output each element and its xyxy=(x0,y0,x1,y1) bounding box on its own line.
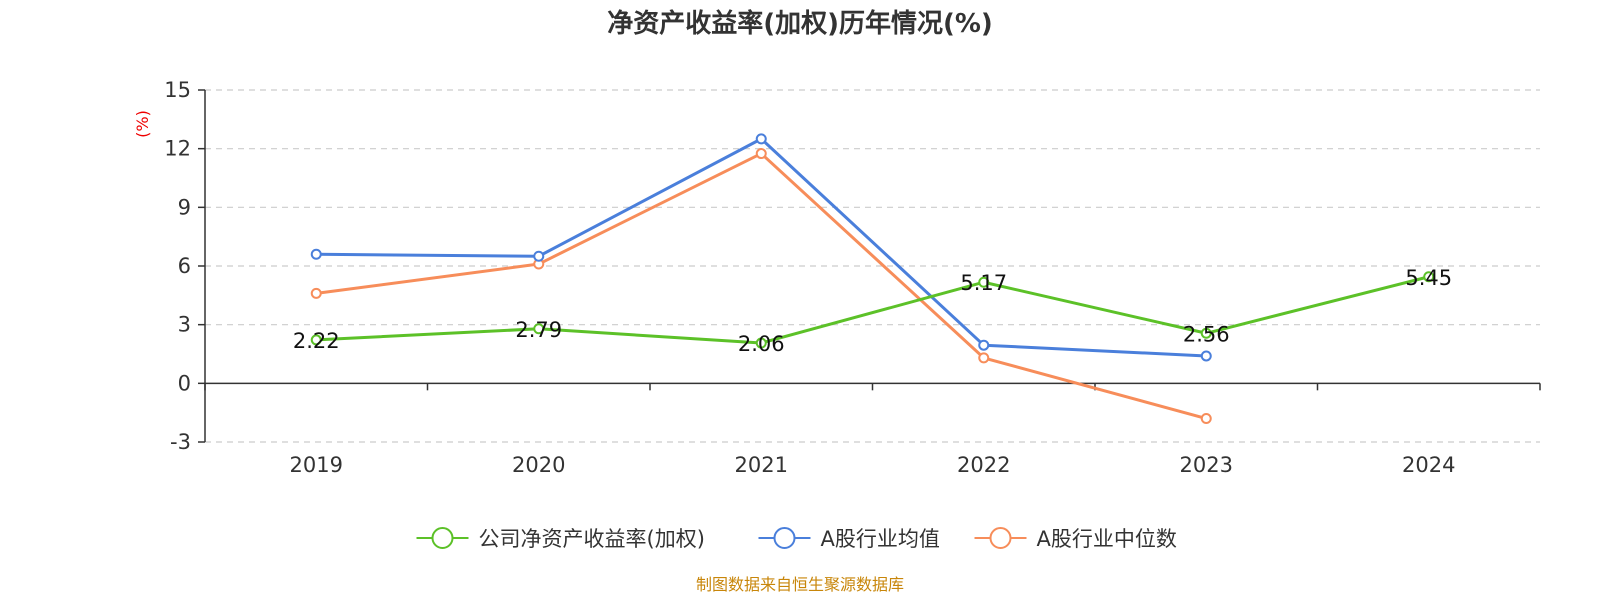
y-tick-label: 9 xyxy=(178,195,191,219)
data-label: 5.45 xyxy=(1405,266,1452,290)
x-tick-label: 2019 xyxy=(290,453,343,477)
legend: 公司净资产收益率(加权) A股行业均值 A股行业中位数 xyxy=(416,527,1177,551)
x-tick-label: 2023 xyxy=(1180,453,1233,477)
series-line xyxy=(316,152,1207,420)
y-tick-label: -3 xyxy=(170,430,191,454)
legend-label: A股行业均值 xyxy=(821,527,940,551)
series-layer xyxy=(310,133,1435,425)
y-tick-label: 12 xyxy=(164,137,191,161)
data-point xyxy=(978,352,990,364)
grid-lines xyxy=(205,89,1540,443)
data-point xyxy=(755,148,767,160)
legend-item-2: A股行业中位数 xyxy=(974,527,1177,551)
legend-swatch-marker xyxy=(989,527,1012,549)
series-0 xyxy=(310,271,1435,349)
legend-swatch-marker xyxy=(773,527,796,549)
legend-label: 公司净资产收益率(加权) xyxy=(479,527,705,551)
data-label: 5.17 xyxy=(960,271,1007,295)
data-label: 2.22 xyxy=(293,329,340,353)
y-tick-label: 15 xyxy=(164,78,191,102)
data-point xyxy=(978,339,990,351)
data-label: 2.79 xyxy=(515,318,562,342)
data-label: 2.06 xyxy=(738,332,785,356)
data-labels: 2.22 2.79 2.06 5.17 2.56 5.45 xyxy=(293,266,1452,356)
data-point xyxy=(310,334,322,346)
data-point xyxy=(310,248,322,260)
y-axis-ticks: -3 0 3 6 9 12 15 xyxy=(164,78,205,454)
data-point xyxy=(533,323,545,335)
data-label: 2.56 xyxy=(1183,322,1230,346)
y-tick-label: 3 xyxy=(178,313,191,337)
x-tick-label: 2020 xyxy=(512,453,565,477)
data-point xyxy=(533,250,545,262)
series-line xyxy=(316,137,1207,358)
data-point xyxy=(755,133,767,145)
data-point xyxy=(1200,327,1212,339)
legend-item-0: 公司净资产收益率(加权) xyxy=(416,527,705,551)
y-tick-label: 6 xyxy=(178,254,191,278)
data-point xyxy=(310,287,322,299)
data-point xyxy=(755,337,767,349)
x-tick-label: 2022 xyxy=(957,453,1010,477)
data-point xyxy=(1200,413,1212,425)
chart-title: 净资产收益率(加权)历年情况(%) xyxy=(607,8,993,39)
y-axis-label: (%) xyxy=(133,110,152,138)
legend-swatch-marker xyxy=(431,527,454,549)
x-tick-label: 2024 xyxy=(1402,453,1455,477)
data-point xyxy=(978,276,990,288)
data-source-note: 制图数据来自恒生聚源数据库 xyxy=(696,575,904,594)
y-tick-label: 0 xyxy=(178,371,191,395)
series-2 xyxy=(310,148,1212,425)
data-point xyxy=(1200,350,1212,362)
legend-label: A股行业中位数 xyxy=(1037,527,1177,551)
data-point xyxy=(1423,271,1435,283)
series-line xyxy=(316,275,1430,345)
series-1 xyxy=(310,133,1212,362)
legend-item-1: A股行业均值 xyxy=(758,527,940,551)
x-tick-label: 2021 xyxy=(735,453,788,477)
x-axis-ticks: 2019 2020 2021 2022 2023 2024 xyxy=(204,383,1541,477)
